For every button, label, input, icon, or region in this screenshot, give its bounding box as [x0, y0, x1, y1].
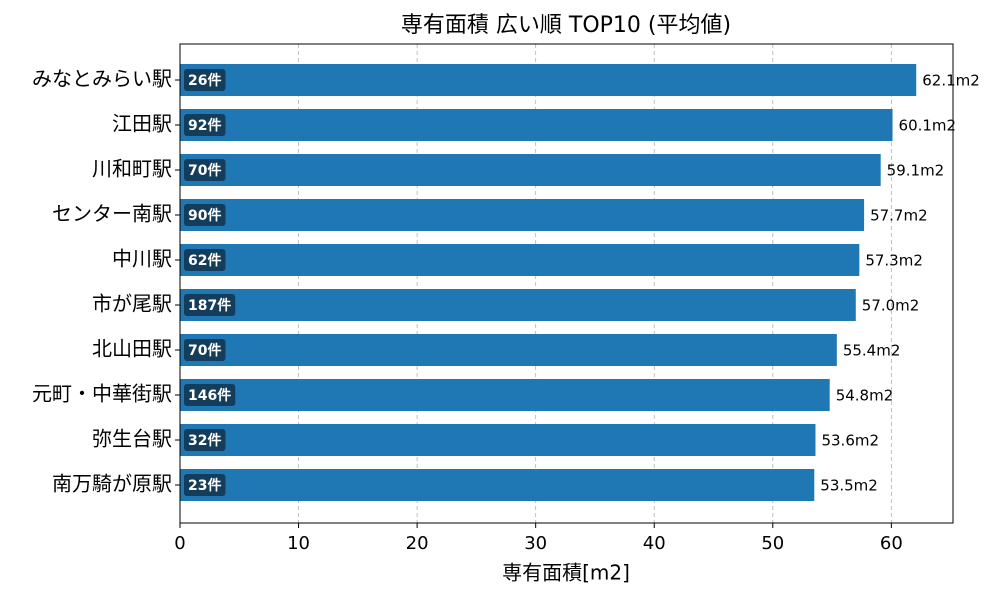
y-tick-label: 川和町駅 [92, 157, 172, 181]
y-tick-label: 中川駅 [112, 247, 172, 271]
value-label: 57.3m2 [865, 252, 923, 270]
count-badge [184, 294, 236, 316]
count-badge [184, 114, 226, 136]
x-tick-label: 30 [524, 533, 547, 554]
bar [180, 244, 860, 276]
y-tick-label: 市が尾駅 [92, 292, 172, 316]
y-tick-label: 江田駅 [112, 112, 172, 136]
bar [180, 379, 830, 411]
bar [180, 334, 837, 366]
count-label: 70件 [188, 162, 221, 179]
x-tick-label: 0 [174, 533, 185, 554]
x-tick-label: 60 [880, 533, 903, 554]
chart-title: 専有面積 広い順 TOP10 (平均値) [401, 13, 731, 38]
value-label: 55.4m2 [843, 342, 901, 360]
y-tick-label: 南万騎が原駅 [52, 472, 172, 496]
bar [180, 289, 856, 321]
value-label: 60.1m2 [899, 117, 957, 135]
value-label: 54.8m2 [836, 387, 894, 405]
value-label: 57.0m2 [862, 297, 920, 315]
value-label: 53.6m2 [821, 432, 879, 450]
x-tick-label: 20 [406, 533, 429, 554]
bar [180, 469, 815, 501]
count-badge [184, 249, 226, 271]
y-tick-label: みなとみらい駅 [32, 67, 172, 91]
count-label: 26件 [188, 72, 221, 89]
bar [180, 154, 881, 186]
count-label: 146件 [188, 387, 231, 404]
count-label: 32件 [188, 432, 221, 449]
value-label: 59.1m2 [887, 162, 945, 180]
bar [180, 64, 917, 96]
bar [180, 109, 893, 141]
bar [180, 199, 865, 231]
x-tick-label: 50 [761, 533, 784, 554]
value-label: 53.5m2 [820, 477, 878, 495]
count-badge [184, 204, 226, 226]
count-label: 23件 [188, 477, 221, 494]
value-label: 57.7m2 [870, 207, 928, 225]
count-badge [184, 159, 226, 181]
count-badge [184, 429, 226, 451]
count-badge [184, 474, 226, 496]
count-label: 92件 [188, 117, 221, 134]
count-badge [184, 339, 226, 361]
bar [180, 424, 816, 456]
count-badge [184, 384, 236, 406]
plot-frame [179, 43, 954, 524]
x-tick-label: 10 [287, 533, 310, 554]
x-tick-label: 40 [643, 533, 666, 554]
y-tick-label: 弥生台駅 [92, 427, 172, 451]
y-tick-label: 元町・中華街駅 [32, 382, 172, 406]
y-tick-label: センター南駅 [52, 202, 172, 226]
count-label: 62件 [188, 252, 221, 269]
count-label: 187件 [188, 297, 231, 314]
count-label: 90件 [188, 207, 221, 224]
value-label: 62.1m2 [922, 72, 980, 90]
y-tick-label: 北山田駅 [92, 337, 172, 361]
count-badge [184, 69, 226, 91]
count-label: 70件 [188, 342, 221, 359]
x-axis-label: 専有面積[m2] [502, 561, 630, 585]
